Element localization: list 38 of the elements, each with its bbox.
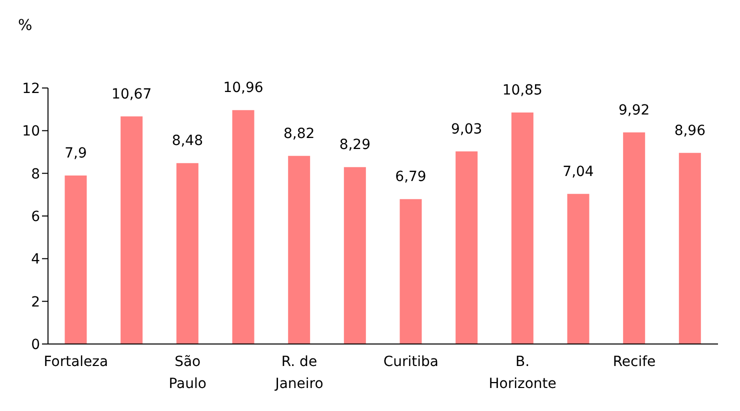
bar (120, 116, 143, 344)
data-label: 8,48 (172, 133, 204, 150)
bar (176, 163, 198, 344)
bar (400, 199, 422, 344)
bar (567, 194, 590, 344)
data-label: 10,96 (223, 80, 264, 96)
data-label: 8,96 (674, 122, 706, 139)
data-label: 7,04 (562, 164, 594, 180)
y-axis-title: % (18, 16, 32, 34)
y-tick-label: 4 (31, 252, 40, 268)
x-tick-label: São Paulo (168, 354, 206, 392)
x-tick-label: B. Horizonte (488, 354, 556, 392)
bar (678, 152, 701, 344)
y-tick-label: 0 (31, 336, 40, 353)
bar (511, 112, 534, 344)
data-label: 9,92 (618, 102, 650, 118)
x-tick-label: Recife (612, 354, 656, 370)
data-label: 9,03 (450, 121, 482, 138)
bar (288, 156, 310, 344)
data-label: 10,85 (502, 82, 542, 99)
y-tick-label: 8 (31, 166, 40, 182)
bar (456, 151, 478, 344)
data-label: 8,29 (339, 137, 371, 154)
data-label: 8,82 (283, 126, 315, 142)
x-tick-label: R. de Janeiro (274, 354, 324, 392)
data-label: 10,67 (112, 86, 152, 102)
data-label: 7,9 (64, 145, 87, 162)
bar (64, 175, 87, 344)
bar (344, 167, 366, 344)
y-tick-label: 2 (31, 294, 40, 310)
data-label: 6,79 (395, 169, 426, 186)
x-tick-label: Fortaleza (44, 354, 108, 370)
y-tick-label: 12 (22, 80, 40, 97)
x-tick-label: Curitiba (383, 354, 438, 370)
bar (623, 132, 646, 344)
y-tick-label: 10 (22, 124, 40, 140)
bar (232, 110, 254, 344)
y-tick-label: 6 (31, 208, 40, 225)
